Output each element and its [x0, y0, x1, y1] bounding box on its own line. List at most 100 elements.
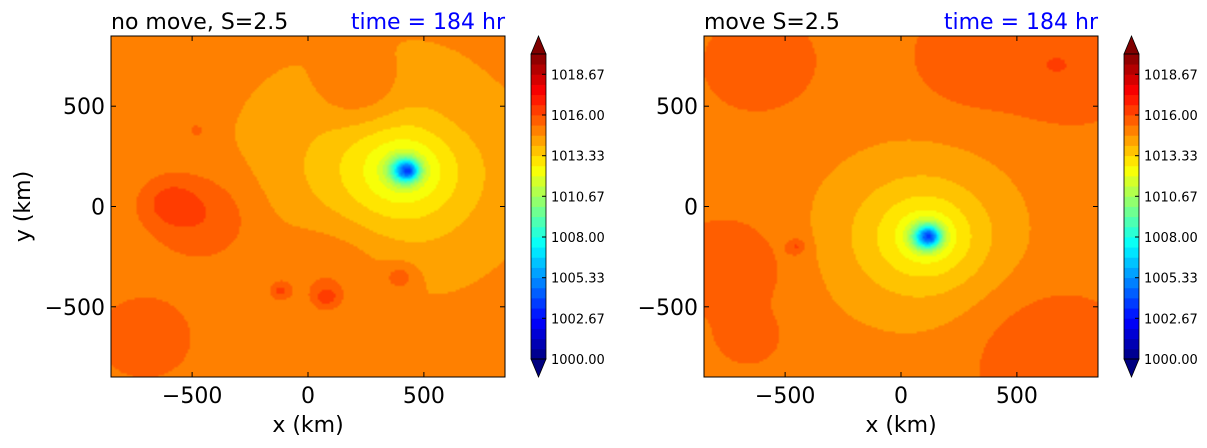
x-axis-label: x (km)	[272, 413, 343, 438]
colorbar-segment	[531, 196, 546, 207]
y-tick-label: 0	[91, 196, 105, 221]
y-tick-label: −500	[638, 296, 698, 321]
colorbar-segment	[531, 287, 546, 299]
colorbar-tick-label: 1018.67	[1144, 68, 1198, 83]
colorbar-tick-label: 1016.00	[1144, 109, 1198, 124]
colorbar-segment	[1124, 64, 1139, 75]
colorbar-segment	[531, 348, 546, 360]
colorbar-extend-max	[530, 34, 547, 55]
x-axis-label: x (km)	[865, 413, 936, 438]
x-tick-label: 0	[894, 384, 908, 409]
colorbar-segment	[531, 186, 546, 197]
colorbar-segment	[531, 298, 546, 309]
colorbar-segment	[1124, 287, 1139, 299]
colorbar-extend-min	[1123, 358, 1140, 379]
colorbar-segment	[531, 74, 546, 85]
colorbar-segment	[531, 277, 546, 289]
x-tick-label: 500	[996, 384, 1038, 409]
colorbar-segment	[531, 267, 546, 279]
chart-title: no move, S=2.5	[111, 10, 288, 35]
colorbar-segment	[1124, 226, 1139, 238]
colorbar-segment	[531, 257, 546, 268]
colorbar: 1000.00 1002.67 1005.33 1008.00 1010.67 1013.…	[530, 34, 605, 379]
colorbar-segment	[1124, 176, 1139, 187]
colorbar-segment	[531, 125, 546, 136]
colorbar-segment	[531, 115, 546, 126]
colorbar-segment	[1124, 247, 1139, 258]
colorbar: 1000.00 1002.67 1005.33 1008.00 1010.67 1013.…	[1123, 34, 1198, 379]
colorbar-segment	[531, 94, 546, 106]
colorbar-segment	[531, 176, 546, 187]
colorbar-tick-label: 1016.00	[551, 109, 605, 124]
colorbar-segment	[1124, 125, 1139, 136]
colorbar-extend-max	[1123, 34, 1140, 55]
colorbar-segment	[531, 318, 546, 329]
pressure-contour-field	[704, 36, 1098, 377]
colorbar-segment	[1124, 237, 1139, 248]
x-tick-label: −500	[755, 384, 815, 409]
time-label: time = 184 hr	[944, 10, 1099, 35]
colorbar-segment	[1124, 165, 1139, 177]
colorbar-tick-label: 1010.67	[1144, 190, 1198, 205]
colorbar-segment	[1124, 338, 1139, 350]
colorbar-tick-label: 1000.00	[1144, 353, 1198, 368]
colorbar-segment	[531, 84, 546, 96]
colorbar-tick-label: 1005.33	[1144, 272, 1198, 287]
chart-panel-2: −500 0 500 −500 0 500 x (km) move S=2.5 time = 1…	[638, 10, 1198, 438]
colorbar-tick-label: 1008.00	[551, 231, 605, 246]
y-tick-label: 0	[684, 196, 698, 221]
colorbar-extend-min	[530, 358, 547, 379]
colorbar-segment	[531, 226, 546, 238]
colorbar-segment	[1124, 74, 1139, 85]
pressure-contour-field	[111, 36, 505, 377]
colorbar-segment	[531, 54, 546, 65]
colorbar-tick-label: 1000.00	[551, 353, 605, 368]
colorbar-segment	[1124, 318, 1139, 329]
colorbar-segment	[1124, 145, 1139, 157]
colorbar-segment	[531, 338, 546, 350]
colorbar-segment	[1124, 206, 1139, 218]
colorbar-segment	[1124, 216, 1139, 228]
colorbar-segment	[1124, 308, 1139, 319]
chart-panel-1: −500 0 500 −500 0 500 x (km) y (km) no move, S=2…	[11, 10, 605, 438]
colorbar-segment	[531, 64, 546, 75]
y-tick-label: 500	[63, 95, 105, 120]
colorbar-frame	[530, 53, 547, 360]
colorbar-tick-label: 1010.67	[551, 190, 605, 205]
colorbar-segment	[531, 104, 546, 116]
colorbar-segment	[1124, 328, 1139, 340]
colorbar-segment	[1124, 196, 1139, 207]
colorbar-segment	[1124, 155, 1139, 167]
colorbar-segment	[531, 247, 546, 258]
colorbar-segment	[531, 206, 546, 218]
colorbar-segment	[1124, 257, 1139, 268]
colorbar-segment	[1124, 298, 1139, 309]
colorbar-segment	[531, 308, 546, 319]
colorbar-segment	[1124, 277, 1139, 289]
colorbar-tick-label: 1013.33	[1144, 150, 1198, 165]
x-tick-label: −500	[162, 384, 222, 409]
colorbar-segment	[1124, 267, 1139, 279]
colorbar-tick-label: 1013.33	[551, 150, 605, 165]
y-tick-label: 500	[656, 95, 698, 120]
colorbar-tick-label: 1008.00	[1144, 231, 1198, 246]
colorbar-segment	[1124, 94, 1139, 106]
colorbar-segment	[531, 155, 546, 167]
colorbar-tick-label: 1002.67	[551, 312, 605, 327]
colorbar-segment	[1124, 135, 1139, 146]
colorbar-segment	[1124, 186, 1139, 197]
colorbar-segment	[1124, 54, 1139, 65]
colorbar-tick-label: 1018.67	[551, 68, 605, 83]
x-tick-label: 500	[403, 384, 445, 409]
colorbar-segment	[1124, 84, 1139, 96]
colorbar-segment	[531, 328, 546, 340]
colorbar-segment	[531, 135, 546, 146]
colorbar-frame	[1123, 53, 1140, 360]
colorbar-segment	[1124, 348, 1139, 360]
colorbar-segment	[531, 145, 546, 157]
y-axis-label: y (km)	[11, 171, 36, 242]
y-tick-label: −500	[45, 296, 105, 321]
colorbar-segment	[531, 237, 546, 248]
colorbar-segment	[531, 165, 546, 177]
